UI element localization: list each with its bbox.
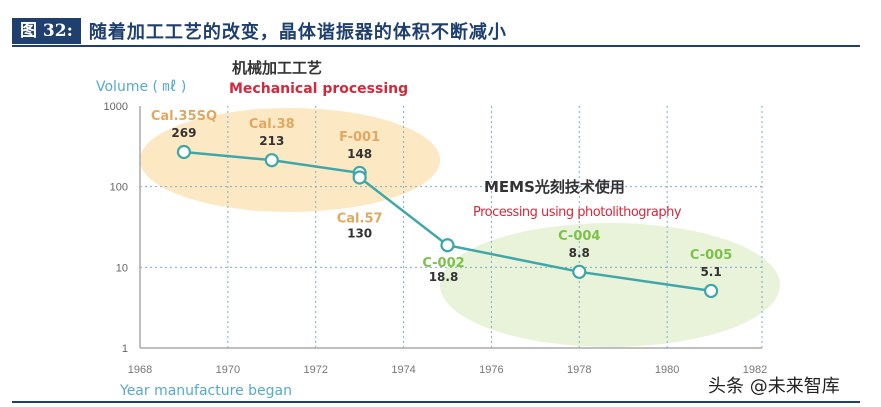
data-label: 130 (347, 226, 372, 240)
data-point-name: Cal.35SQ (151, 109, 217, 124)
figure-title: 随着加工工艺的改变，晶体谐振器的体积不断减小 (88, 22, 507, 43)
data-label: 213 (259, 134, 284, 148)
data-label: 5.1 (700, 265, 721, 279)
y-axis-label: Volume ( ㎖ ) (96, 79, 186, 95)
data-point-name: C-002 (422, 256, 464, 271)
y-tick-label: 1000 (104, 101, 128, 113)
x-tick-label: 1974 (391, 364, 415, 376)
data-point-name: C-005 (690, 248, 732, 263)
figure-header: 图 32: 随着加工工艺的改变，晶体谐振器的体积不断减小 (12, 18, 507, 44)
data-point (572, 264, 587, 279)
data-label: 148 (347, 147, 372, 161)
x-axis-label: Year manufacture began (119, 383, 292, 399)
watermark: 头条 @未来智库 (708, 376, 840, 397)
data-point (264, 153, 279, 168)
y-tick-label: 100 (110, 182, 128, 194)
x-tick-label: 1972 (303, 364, 327, 376)
figure-label: 图 32: (12, 18, 81, 44)
mems-region (440, 223, 780, 347)
divider (12, 401, 860, 403)
data-point-name: F-001 (339, 130, 380, 145)
data-point (440, 238, 455, 253)
data-point-name: C-004 (558, 229, 600, 244)
data-label: 8.8 (569, 246, 590, 260)
y-tick-label: 10 (116, 262, 128, 274)
data-point (176, 144, 192, 160)
annotation-mems-en: Processing using photolithography (473, 205, 682, 220)
x-tick-label: 1978 (567, 364, 591, 376)
y-tick-label: 1 (122, 343, 128, 355)
data-point (352, 170, 367, 185)
x-tick-label: 1982 (743, 364, 767, 376)
x-tick-label: 1980 (655, 364, 679, 376)
mechanical-region (140, 108, 440, 212)
annotation-mech-en: Mechanical processing (229, 81, 408, 97)
divider (12, 45, 860, 47)
x-tick-label: 1970 (216, 364, 240, 376)
x-tick-label: 1968 (128, 364, 152, 376)
data-point-name: Cal.57 (337, 211, 383, 226)
annotation-mech-cn: 机械加工工艺 (232, 59, 322, 77)
x-tick-label: 1976 (479, 364, 503, 376)
data-point-name: Cal.38 (249, 117, 295, 132)
data-point (703, 283, 719, 299)
annotation-mems-cn: MEMS光刻技术使用 (484, 178, 625, 196)
data-label: 18.8 (429, 270, 459, 284)
data-label: 269 (171, 126, 196, 140)
